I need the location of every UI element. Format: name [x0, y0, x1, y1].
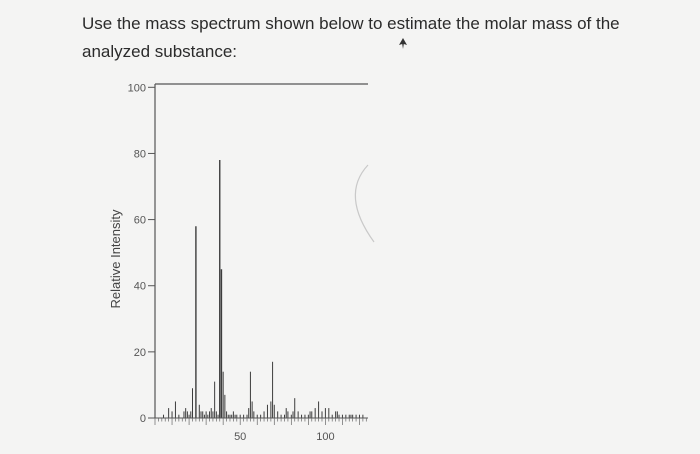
stray-pen-mark [354, 164, 375, 243]
y-axis-ticks: 0 20 40 60 80 100 [128, 82, 155, 425]
x-axis-ticks: 50 100 [154, 418, 367, 443]
x-tick-label: 100 [316, 431, 334, 443]
y-tick-label: 80 [134, 148, 146, 160]
y-tick-label: 40 [134, 281, 146, 293]
spectrum-peaks [163, 160, 364, 418]
mouse-cursor-icon [399, 38, 407, 49]
y-tick-label: 0 [140, 413, 146, 425]
question-text: Use the mass spectrum shown below to est… [82, 14, 620, 61]
x-tick-label: 50 [234, 431, 246, 443]
y-tick-label: 60 [134, 215, 146, 227]
y-tick-label: 100 [128, 82, 146, 94]
y-tick-label: 20 [134, 347, 146, 359]
y-axis-label: Relative Intensity [108, 209, 123, 308]
